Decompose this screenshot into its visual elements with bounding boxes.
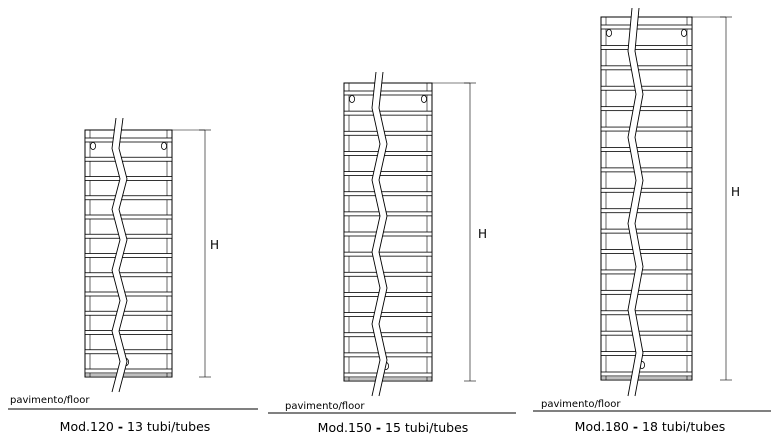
radiator-tube [343, 372, 433, 378]
radiator-tube [600, 289, 693, 295]
model-caption: Mod.150 - 15 tubi/tubes [318, 420, 469, 435]
break-gap [112, 118, 127, 392]
radiator-tube [600, 249, 693, 254]
radiator-mod-180: pavimento/floor H Mod.180 - 18 tubi/tube… [533, 7, 771, 434]
bolt-icon [606, 28, 613, 37]
radiator-tube [600, 126, 693, 132]
radiator-tube [600, 208, 693, 214]
height-label: H [210, 238, 219, 252]
model-caption: Mod.180 - 18 tubi/tubes [575, 419, 726, 434]
radiator-tube [600, 85, 693, 91]
radiator-frame [600, 16, 693, 381]
radiator-tube [84, 253, 173, 258]
radiator-tube [600, 106, 693, 112]
radiator-tube [84, 310, 173, 316]
radiator-tube [343, 110, 433, 116]
radiator-tube [343, 151, 433, 156]
radiator-body [343, 71, 476, 397]
bolt-icon [420, 95, 427, 104]
break-line [111, 117, 121, 393]
radiator-tube [600, 371, 693, 377]
radiator-tube [600, 65, 693, 71]
radiator-tube [84, 214, 173, 220]
radiator-tube [600, 187, 693, 193]
radiator-tube [600, 147, 693, 152]
bolt-icon [348, 95, 355, 104]
radiator-tube [84, 176, 173, 181]
radiator-tube [84, 272, 173, 278]
radiator-tube [600, 310, 693, 316]
floor-label: pavimento/floor [10, 395, 90, 406]
height-label: H [478, 227, 487, 241]
radiator-tube [343, 90, 433, 96]
radiator-body [84, 117, 211, 393]
break-gap [628, 8, 643, 396]
radiator-tube [343, 171, 433, 176]
radiator-tube [84, 330, 173, 335]
radiator-tube [343, 231, 433, 237]
radiator-tube [84, 156, 173, 162]
radiator-tube [343, 130, 433, 136]
break-line [627, 7, 637, 397]
radiator-tube [600, 351, 693, 356]
break-line [371, 71, 381, 397]
radiator-tube [84, 291, 173, 297]
radiator-tube [343, 292, 433, 297]
floor-label: pavimento/floor [285, 401, 365, 412]
radiator-tube [343, 191, 433, 197]
radiator-tube [600, 269, 693, 275]
break-line [378, 71, 388, 397]
bolt-icon [681, 28, 688, 37]
radiator-tube [600, 45, 693, 50]
radiator-tube [343, 271, 433, 277]
radiator-tube [84, 137, 173, 143]
radiator-tube [343, 312, 433, 317]
radiator-tube [600, 330, 693, 336]
floor-label: pavimento/floor [541, 399, 621, 410]
bolt-icon [90, 141, 97, 150]
break-line [118, 117, 128, 393]
model-caption: Mod.120 - 13 tubi/tubes [60, 419, 211, 434]
bolt-icon [160, 141, 167, 150]
radiator-tube [600, 228, 693, 234]
radiator-tube [600, 167, 693, 173]
break-line [634, 7, 644, 397]
radiator-tube [343, 251, 433, 257]
break-gap [372, 72, 387, 396]
radiator-tube [84, 368, 173, 374]
radiator-tube [600, 24, 693, 30]
radiator-mod-120: pavimento/floor H Mod.120 - 13 tubi/tube… [8, 117, 258, 434]
radiator-tube [84, 195, 173, 201]
radiator-tube [343, 332, 433, 338]
radiator-tube [84, 349, 173, 355]
radiator-tube [343, 211, 433, 217]
radiator-body [600, 7, 732, 397]
radiator-tube [343, 352, 433, 358]
height-label: H [731, 185, 740, 199]
radiator-mod-150: pavimento/floor H Mod.150 - 15 tubi/tube… [268, 71, 516, 435]
radiator-tube [84, 233, 173, 239]
